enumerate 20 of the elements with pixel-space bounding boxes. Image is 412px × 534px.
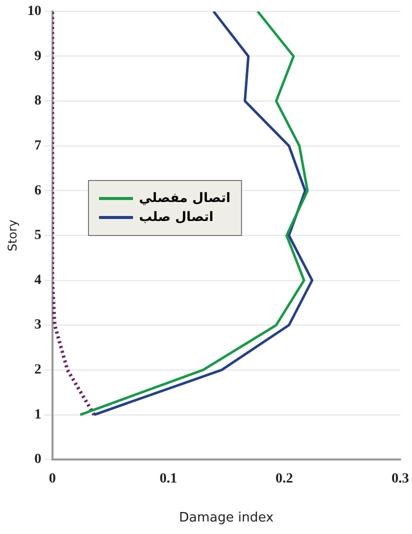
x-tick-label: 0.3	[392, 472, 409, 487]
x-tick-label: 0.1	[160, 472, 178, 487]
legend-label: اتصال صلب	[139, 210, 214, 225]
x-tick-label: 0.2	[276, 472, 294, 487]
legend-label: اتصال مفصلي	[139, 191, 231, 206]
line-series	[52, 11, 96, 417]
y-tick-label: 2	[34, 362, 42, 378]
y-tick-label: 0	[34, 452, 42, 468]
y-tick-label: 9	[34, 48, 42, 64]
x-axis-title: Damage index	[179, 510, 274, 526]
y-tick-label: 4	[34, 272, 42, 288]
x-tick-label: 0	[48, 472, 56, 487]
y-tick-label: 5	[34, 228, 42, 244]
y-tick-label: 10	[27, 4, 42, 20]
y-tick-label: 1	[34, 407, 42, 422]
y-axis-title: Story	[5, 220, 20, 252]
y-tick-label: 8	[34, 94, 42, 109]
y-tick-label: 3	[34, 318, 42, 333]
y-tick-label: 6	[34, 183, 42, 198]
y-tick-label: 7	[34, 138, 42, 154]
